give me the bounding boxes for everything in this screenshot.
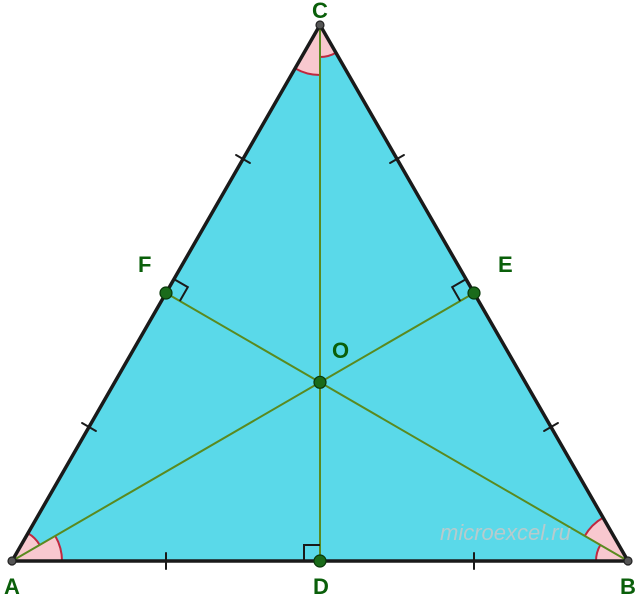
triangle-diagram: microexcel.ru A B C D E F O bbox=[0, 0, 641, 600]
point-E bbox=[468, 287, 480, 299]
point-B bbox=[624, 557, 632, 565]
label-D: D bbox=[313, 574, 329, 599]
point-F bbox=[160, 287, 172, 299]
label-C: C bbox=[312, 0, 328, 23]
point-O bbox=[314, 376, 326, 388]
label-E: E bbox=[498, 252, 513, 277]
label-B: B bbox=[620, 574, 636, 599]
watermark: microexcel.ru bbox=[440, 520, 571, 545]
label-F: F bbox=[138, 252, 151, 277]
label-A: A bbox=[4, 574, 20, 599]
label-O: O bbox=[332, 338, 349, 363]
point-A bbox=[8, 557, 16, 565]
point-D bbox=[314, 555, 326, 567]
